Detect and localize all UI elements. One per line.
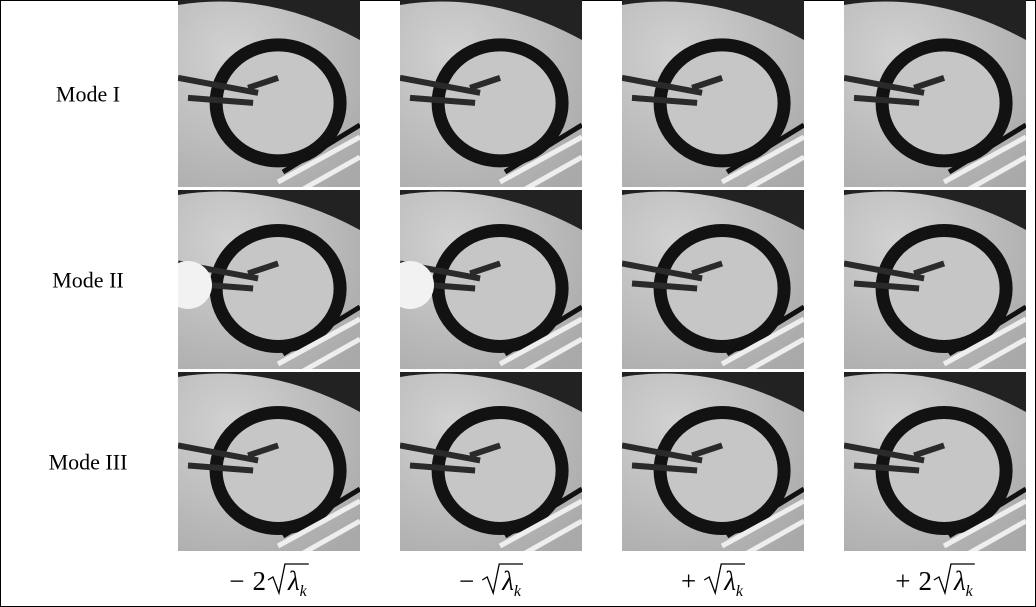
ribs bbox=[498, 134, 582, 187]
spine bbox=[178, 261, 212, 309]
column-subscript: k bbox=[300, 583, 308, 600]
vessels bbox=[844, 260, 946, 292]
ct-image bbox=[400, 0, 582, 187]
ribs-dark bbox=[281, 122, 360, 175]
radical-sign bbox=[933, 563, 975, 596]
ribs bbox=[942, 316, 1026, 369]
image-content bbox=[178, 190, 360, 369]
column-sign: − bbox=[459, 566, 474, 596]
ribs-dark bbox=[947, 486, 1026, 539]
dark-edge bbox=[622, 190, 804, 230]
column-subscript: k bbox=[514, 583, 522, 600]
column-label: + λ k bbox=[681, 563, 746, 600]
image-content bbox=[844, 190, 1026, 369]
ribs bbox=[276, 134, 360, 187]
ct-image bbox=[178, 372, 360, 551]
ct-image bbox=[178, 0, 360, 187]
image-content bbox=[844, 0, 1026, 187]
image-content bbox=[622, 0, 804, 187]
ribs bbox=[720, 316, 804, 369]
ribs-dark bbox=[725, 122, 804, 175]
column-label: − λ k bbox=[459, 563, 524, 600]
column-coefficient: 2 bbox=[252, 566, 266, 596]
column-sign: + bbox=[681, 566, 696, 596]
vessels bbox=[844, 442, 946, 474]
ct-image bbox=[622, 372, 804, 551]
ribs bbox=[942, 134, 1026, 187]
ribs-dark bbox=[503, 122, 582, 175]
column-sign: + bbox=[895, 566, 910, 596]
column-radicand: λ bbox=[501, 566, 514, 596]
vessels bbox=[622, 442, 724, 474]
dark-edge bbox=[844, 372, 1026, 412]
ct-image bbox=[844, 372, 1026, 551]
image-content bbox=[178, 0, 360, 187]
vessels bbox=[844, 74, 946, 106]
vessels bbox=[178, 442, 280, 474]
ribs-dark bbox=[503, 486, 582, 539]
dark-edge bbox=[400, 372, 582, 412]
ct-image bbox=[400, 190, 582, 369]
dark-edge bbox=[622, 372, 804, 412]
column-label: +2 λ k bbox=[895, 563, 975, 600]
ribs bbox=[498, 498, 582, 551]
row-label: Mode III bbox=[49, 450, 128, 475]
dark-edge bbox=[178, 0, 360, 40]
image-content bbox=[622, 372, 804, 551]
dark-edge bbox=[178, 372, 360, 412]
dark-edge bbox=[622, 0, 804, 40]
ribs-dark bbox=[947, 304, 1026, 357]
ct-image bbox=[622, 0, 804, 187]
ribs-dark bbox=[281, 304, 360, 357]
vessels bbox=[400, 442, 502, 474]
row-label: Mode II bbox=[52, 268, 123, 293]
ribs-dark bbox=[947, 122, 1026, 175]
ribs-dark bbox=[725, 486, 804, 539]
radical-sign bbox=[481, 563, 524, 596]
column-radicand: λ bbox=[953, 566, 966, 596]
ct-image bbox=[844, 190, 1026, 369]
dark-edge bbox=[400, 0, 582, 40]
column-sign: − bbox=[229, 566, 244, 596]
ribs-dark bbox=[725, 304, 804, 357]
image-content bbox=[178, 372, 360, 551]
vessels bbox=[622, 260, 724, 292]
ribs-dark bbox=[281, 486, 360, 539]
dark-edge bbox=[400, 190, 582, 230]
image-content bbox=[844, 372, 1026, 551]
row-label: Mode I bbox=[56, 82, 120, 107]
ct-image bbox=[622, 190, 804, 369]
column-subscript: k bbox=[736, 583, 744, 600]
ribs bbox=[498, 316, 582, 369]
column-radicand: λ bbox=[723, 566, 736, 596]
vessels bbox=[622, 74, 724, 106]
ct-image bbox=[844, 0, 1026, 187]
column-subscript: k bbox=[966, 583, 974, 600]
ribs bbox=[942, 498, 1026, 551]
ribs bbox=[276, 498, 360, 551]
ribs bbox=[720, 134, 804, 187]
vessels bbox=[178, 74, 280, 106]
ct-image bbox=[178, 190, 360, 369]
column-radicand: λ bbox=[287, 566, 300, 596]
dark-edge bbox=[844, 0, 1026, 40]
ribs bbox=[276, 316, 360, 369]
radical-sign bbox=[267, 563, 309, 596]
image-content bbox=[622, 190, 804, 369]
column-label: −2 λ k bbox=[229, 563, 309, 600]
image-content bbox=[400, 190, 582, 369]
ct-image bbox=[400, 372, 582, 551]
dark-edge bbox=[844, 190, 1026, 230]
dark-edge bbox=[178, 190, 360, 230]
radical-sign bbox=[703, 563, 746, 596]
vessels bbox=[400, 74, 502, 106]
ribs bbox=[720, 498, 804, 551]
spine bbox=[400, 261, 434, 309]
column-coefficient: 2 bbox=[918, 566, 932, 596]
image-content bbox=[400, 372, 582, 551]
image-content bbox=[400, 0, 582, 187]
ribs-dark bbox=[503, 304, 582, 357]
